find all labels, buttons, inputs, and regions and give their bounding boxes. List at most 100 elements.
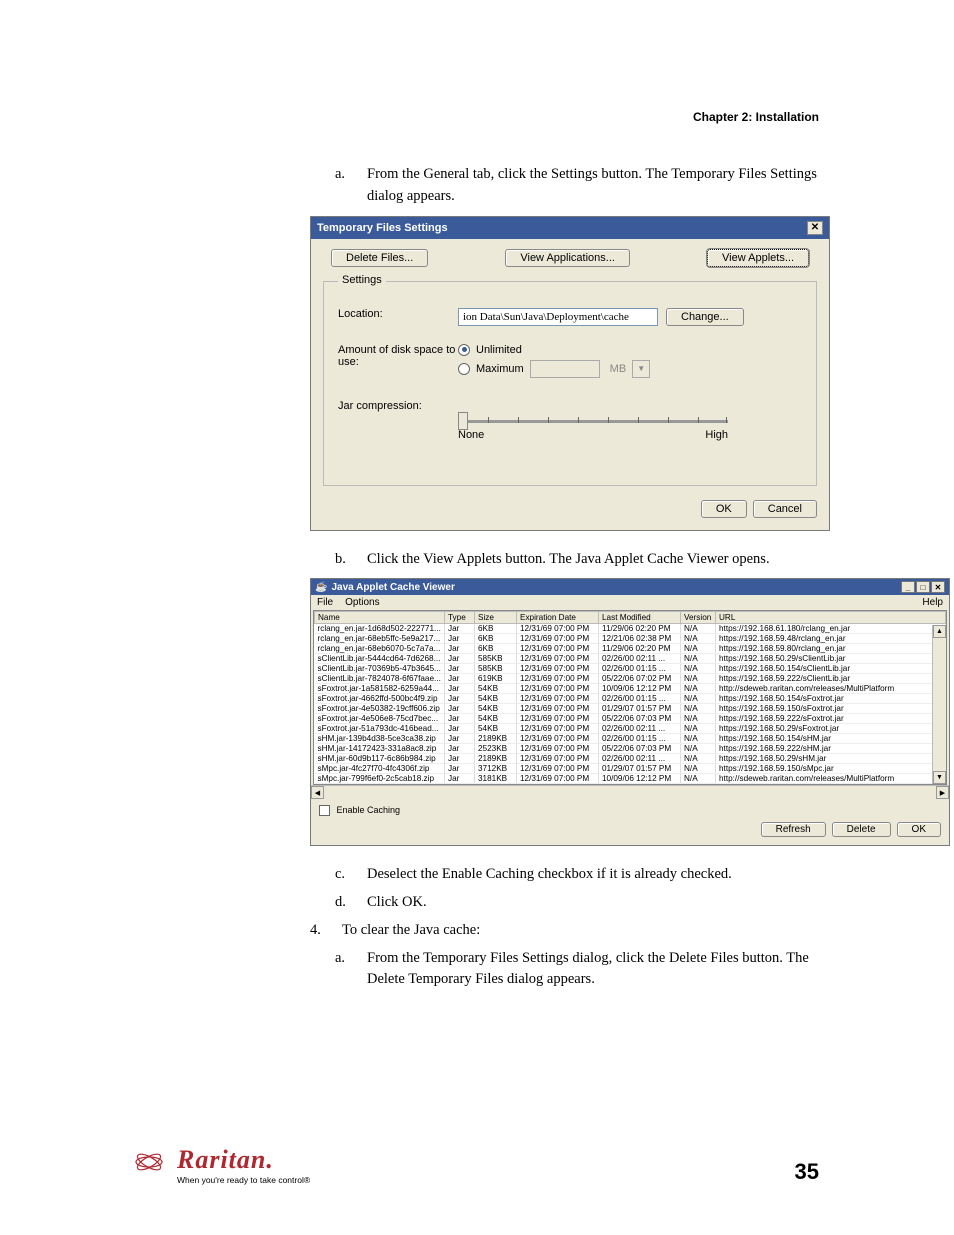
cell-name: sMpc.jar-799f6ef0-2c5cab18.zip [315,774,445,784]
scroll-up-icon[interactable]: ▲ [933,625,946,638]
cell-exp: 12/31/69 07:00 PM [517,634,599,644]
cell-type: Jar [445,744,475,754]
cell-exp: 12/31/69 07:00 PM [517,724,599,734]
slider-thumb-icon[interactable] [458,412,468,430]
table-row[interactable]: rclang_en.jar-1d68d502-222771...Jar6KB12… [315,624,946,634]
menu-help[interactable]: Help [922,597,943,608]
view-applets-button[interactable]: View Applets... [707,249,809,267]
cell-ver: N/A [681,634,716,644]
enable-caching-checkbox[interactable] [319,805,330,816]
refresh-button[interactable]: Refresh [761,822,826,837]
horizontal-scrollbar[interactable]: ◀ ▶ [311,785,949,799]
table-row[interactable]: rclang_en.jar-68eb6070-5c7a7a...Jar6KB12… [315,644,946,654]
cache-ok-button[interactable]: OK [897,822,941,837]
close-icon[interactable]: ✕ [931,581,945,593]
menu-file[interactable]: File [317,597,333,608]
cell-name: rclang_en.jar-68eb6070-5c7a7a... [315,644,445,654]
cell-ver: N/A [681,644,716,654]
cell-type: Jar [445,694,475,704]
maximize-icon[interactable]: □ [916,581,930,593]
delete-button[interactable]: Delete [832,822,891,837]
table-row[interactable]: sFoxtrot.jar-4e506e8-75cd7bec...Jar54KB1… [315,714,946,724]
cancel-button[interactable]: Cancel [753,500,817,518]
cell-url: http://sdeweb.raritan.com/releases/Multi… [716,774,946,784]
cell-exp: 12/31/69 07:00 PM [517,704,599,714]
slider-high-label: High [705,429,728,441]
table-row[interactable]: sClientLib.jar-70369b5-47b3645...Jar585K… [315,664,946,674]
cell-type: Jar [445,734,475,744]
menu-options[interactable]: Options [345,597,379,608]
location-input[interactable] [458,308,658,326]
cell-ver: N/A [681,674,716,684]
cell-size: 2189KB [475,734,517,744]
jar-compression-slider[interactable] [458,420,728,423]
col-url[interactable]: URL [716,612,946,624]
col-type[interactable]: Type [445,612,475,624]
table-row[interactable]: sFoxtrot.jar-4662ffd-500bc4f9.zipJar54KB… [315,694,946,704]
step-4-text: To clear the Java cache: [342,920,810,942]
cell-name: sFoxtrot.jar-1a581582-6259a44... [315,684,445,694]
table-row[interactable]: sHM.jar-60d9b117-6c86b984.zipJar2189KB12… [315,754,946,764]
table-row[interactable]: sClientLib.jar-7824078-6f67faae...Jar619… [315,674,946,684]
page-footer: Raritan. When you're ready to take contr… [135,1145,819,1185]
close-icon[interactable]: ✕ [807,221,823,235]
vertical-scrollbar[interactable]: ▲ ▼ [932,625,946,784]
table-row[interactable]: sMpc.jar-4fc27f70-4fc4306f.zipJar3712KB1… [315,764,946,774]
cell-url: https://192.168.61.180/rclang_en.jar [716,624,946,634]
cell-type: Jar [445,774,475,784]
cell-size: 54KB [475,724,517,734]
scroll-left-icon[interactable]: ◀ [311,786,324,799]
table-row[interactable]: sHM.jar-14172423-331a8ac8.zipJar2523KB12… [315,744,946,754]
table-row[interactable]: sMpc.jar-799f6ef0-2c5cab18.zipJar3181KB1… [315,774,946,784]
minimize-icon[interactable]: _ [901,581,915,593]
col-size[interactable]: Size [475,612,517,624]
cell-size: 6KB [475,624,517,634]
cell-url: https://192.168.59.222/sFoxtrot.jar [716,714,946,724]
ok-button[interactable]: OK [701,500,747,518]
cell-name: sClientLib.jar-5444cd64-7d6268... [315,654,445,664]
cell-type: Jar [445,674,475,684]
table-row[interactable]: sFoxtrot.jar-1a581582-6259a44...Jar54KB1… [315,684,946,694]
col-last-modified[interactable]: Last Modified [599,612,681,624]
cell-type: Jar [445,754,475,764]
cell-size: 54KB [475,684,517,694]
col-version[interactable]: Version [681,612,716,624]
table-row[interactable]: sHM.jar-139b4d38-5ce3ca38.zipJar2189KB12… [315,734,946,744]
unlimited-radio[interactable] [458,344,470,356]
table-header-row: Name Type Size Expiration Date Last Modi… [315,612,946,624]
change-button[interactable]: Change... [666,308,744,326]
cell-type: Jar [445,764,475,774]
delete-files-button[interactable]: Delete Files... [331,249,428,267]
maximum-label: Maximum [476,363,524,375]
cell-url: https://192.168.59.150/sMpc.jar [716,764,946,774]
cell-ver: N/A [681,654,716,664]
cell-size: 3712KB [475,764,517,774]
cell-size: 54KB [475,704,517,714]
scroll-right-icon[interactable]: ▶ [936,786,949,799]
maximum-radio[interactable] [458,363,470,375]
scroll-down-icon[interactable]: ▼ [933,771,946,784]
table-row[interactable]: sClientLib.jar-5444cd64-7d6268...Jar585K… [315,654,946,664]
step-d: d. Click OK. [335,892,819,914]
table-row[interactable]: sFoxtrot.jar-4e50382-19cff606.zipJar54KB… [315,704,946,714]
table-row[interactable]: rclang_en.jar-68eb5ffc-5e9a217...Jar6KB1… [315,634,946,644]
table-row[interactable]: sFoxtrot.jar-51a793dc-416bead...Jar54KB1… [315,724,946,734]
cell-exp: 12/31/69 07:00 PM [517,684,599,694]
cell-exp: 12/31/69 07:00 PM [517,624,599,634]
settings-fieldset: Settings Location: Change... Amount of d… [323,281,817,486]
col-name[interactable]: Name [315,612,445,624]
cell-type: Jar [445,654,475,664]
cell-exp: 12/31/69 07:00 PM [517,754,599,764]
chapter-header: Chapter 2: Installation [135,110,819,124]
cell-ver: N/A [681,744,716,754]
location-label: Location: [338,308,458,320]
cell-url: http://sdeweb.raritan.com/releases/Multi… [716,684,946,694]
cell-mod: 02/26/00 01:15 ... [599,664,681,674]
logo-tagline: When you're ready to take control® [177,1175,310,1185]
cell-ver: N/A [681,694,716,704]
view-applications-button[interactable]: View Applications... [505,249,630,267]
page-number: 35 [795,1159,819,1185]
step-d-marker: d. [335,892,351,914]
col-expiration[interactable]: Expiration Date [517,612,599,624]
cell-ver: N/A [681,774,716,784]
